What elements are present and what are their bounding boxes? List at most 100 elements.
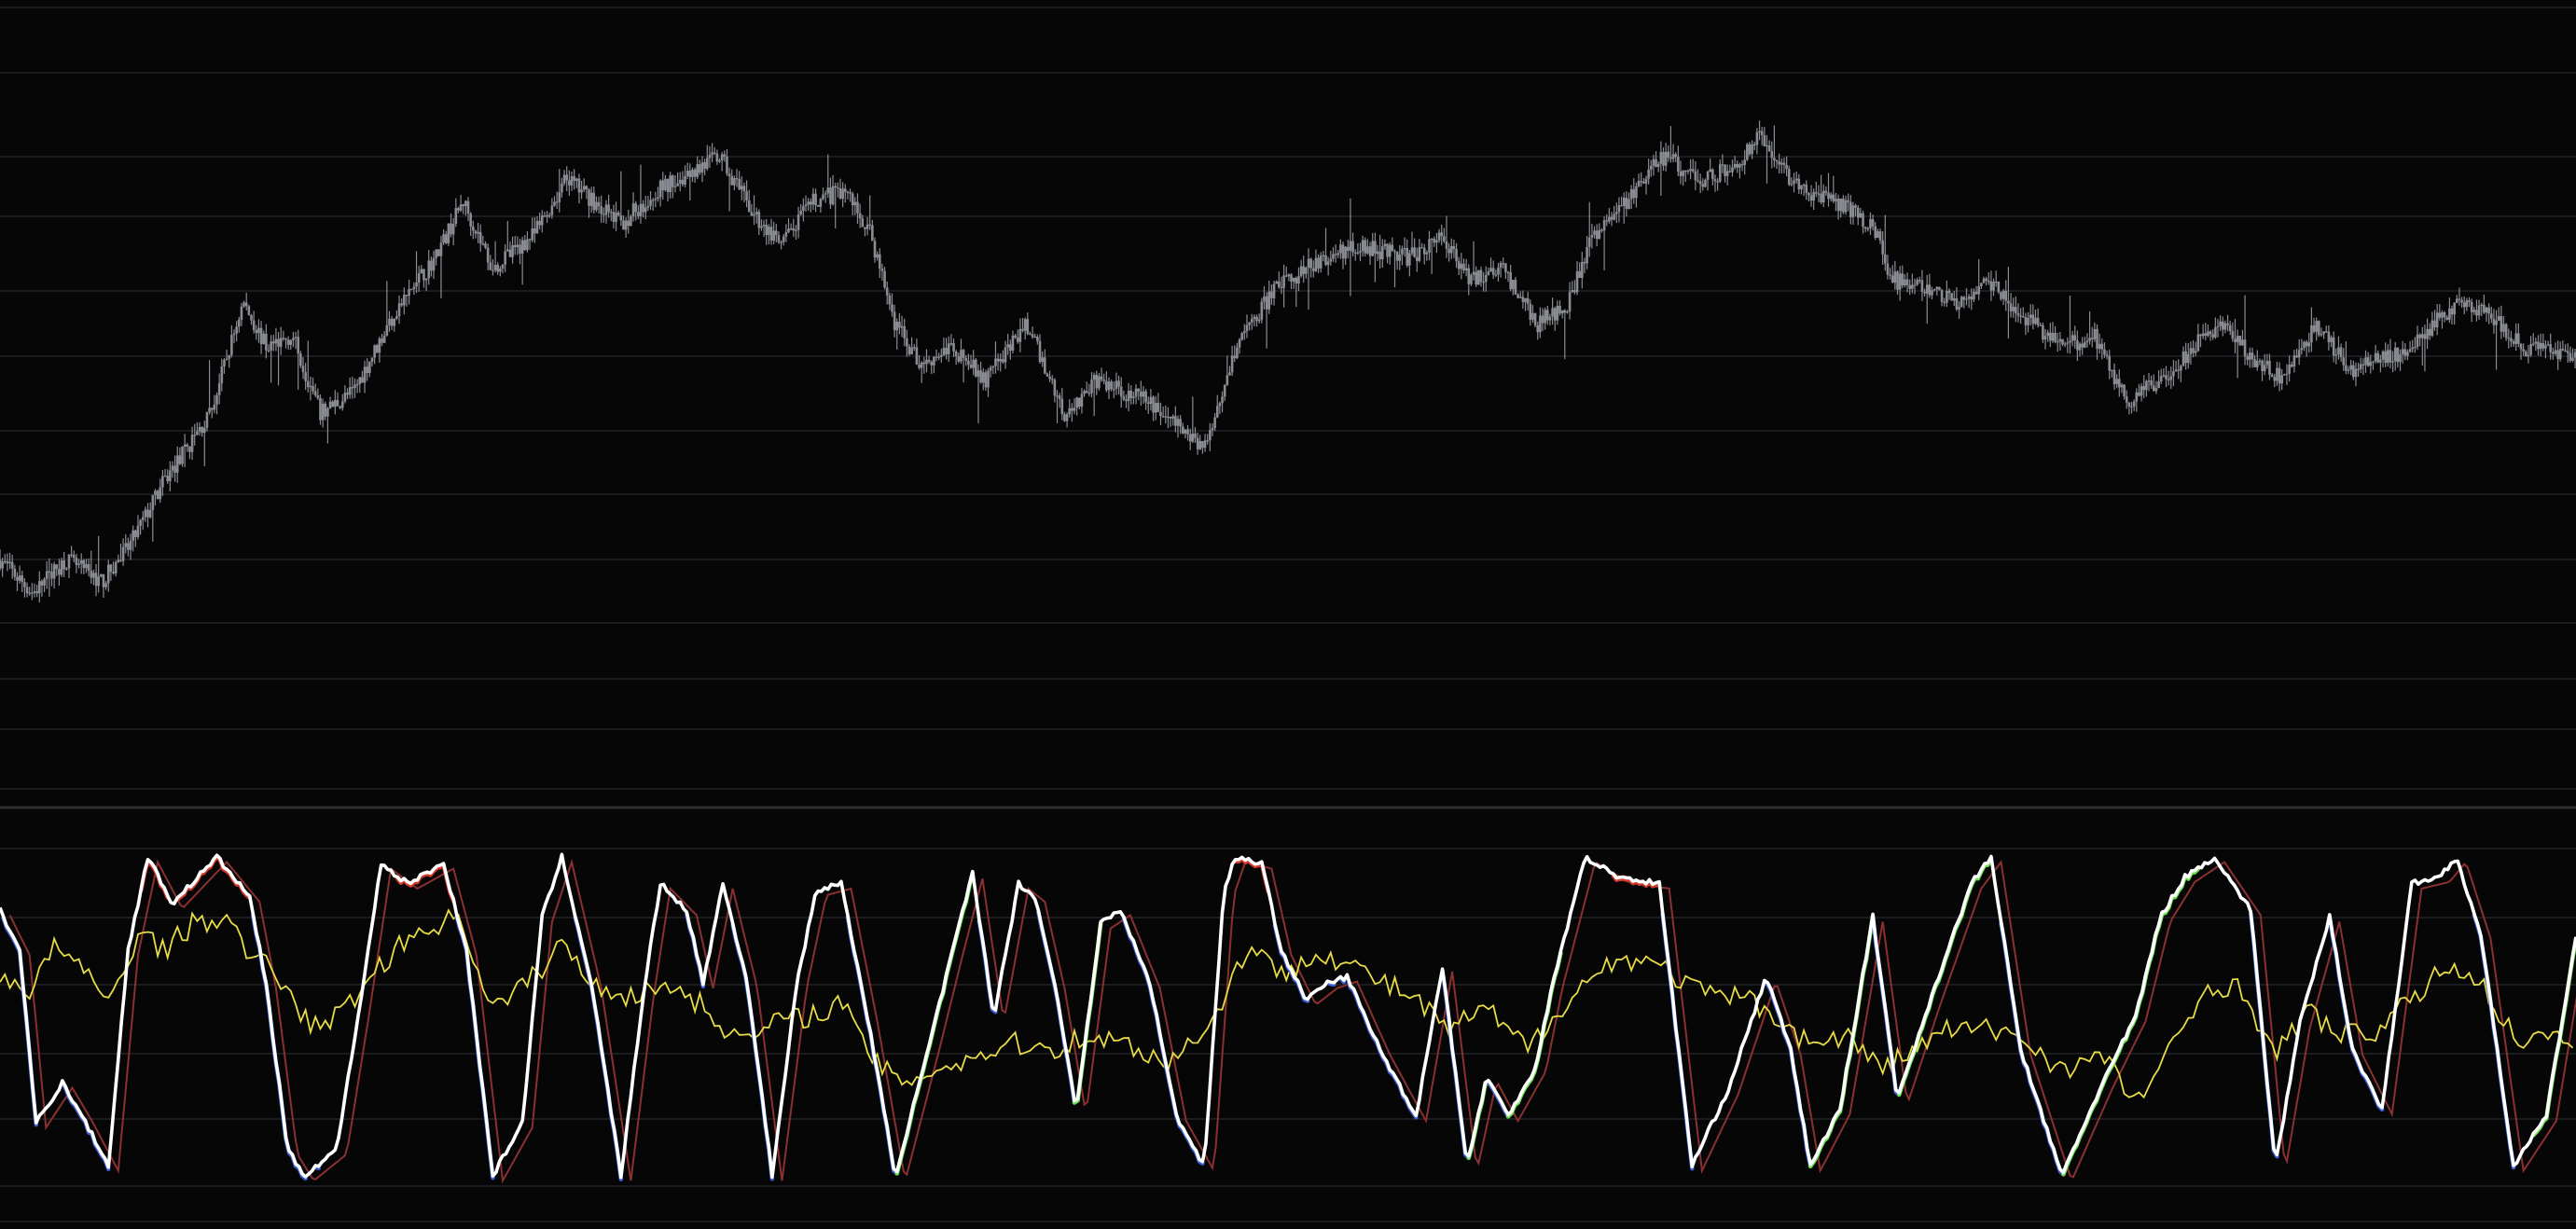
candle [1201, 440, 1204, 454]
candle [331, 400, 334, 407]
candle [1339, 239, 1342, 259]
candle [880, 263, 884, 281]
candle [747, 189, 751, 213]
candle [1226, 355, 1229, 386]
candle [420, 265, 423, 274]
candle [2130, 402, 2133, 414]
candle [1479, 266, 1483, 287]
candle [462, 203, 465, 214]
candle [1018, 318, 1022, 352]
candle [664, 174, 667, 192]
candle [1883, 214, 1887, 271]
candle [1221, 391, 1224, 413]
candle [48, 558, 51, 597]
candle [493, 241, 497, 273]
candle [247, 304, 251, 316]
candle [1023, 317, 1027, 340]
candle [672, 173, 674, 199]
candle [1544, 307, 1546, 330]
candle [304, 363, 307, 391]
candle [760, 219, 763, 231]
candle [1992, 278, 1995, 297]
candle [1186, 424, 1189, 441]
candle [442, 228, 445, 245]
candle [1332, 247, 1335, 262]
candle [2376, 350, 2380, 364]
candle [550, 198, 554, 219]
candle [1351, 232, 1354, 257]
candle [1938, 286, 1941, 291]
candle [1763, 127, 1766, 147]
candle [1965, 288, 1968, 306]
candle [1297, 267, 1300, 292]
candle [2297, 338, 2301, 366]
candle [1655, 151, 1657, 168]
candle [299, 351, 302, 368]
candle [79, 553, 83, 574]
candle [203, 421, 206, 466]
candle [466, 197, 470, 221]
candle [1832, 175, 1835, 203]
candle [2165, 366, 2167, 388]
candle [403, 287, 406, 315]
candle [104, 580, 107, 590]
candle [2487, 303, 2490, 325]
candle [1704, 178, 1707, 188]
candle [1146, 396, 1150, 414]
candle [573, 169, 575, 190]
candle [1236, 342, 1239, 360]
candle [1255, 314, 1258, 327]
candle [531, 217, 534, 242]
candle [967, 353, 970, 370]
candle [1144, 389, 1147, 410]
candle [439, 235, 443, 298]
candle [1652, 154, 1655, 176]
candle [188, 446, 191, 460]
candle [2263, 353, 2266, 376]
candle [868, 195, 872, 230]
candle [1842, 195, 1845, 214]
candle [2253, 354, 2256, 368]
candle [2241, 329, 2244, 347]
candle [1044, 349, 1046, 375]
candle [1253, 314, 1256, 327]
candle [1738, 162, 1741, 179]
candle [1499, 260, 1503, 278]
candle [1260, 297, 1264, 324]
candle [1, 558, 4, 577]
candle [2290, 361, 2293, 368]
candle [2000, 291, 2002, 301]
candle [2132, 399, 2136, 411]
candle [642, 200, 644, 218]
candle [1827, 173, 1830, 207]
candle [1694, 161, 1697, 191]
candle [1871, 214, 1875, 231]
momentum-line [0, 908, 2574, 1099]
candle [2421, 326, 2424, 366]
candle [1629, 185, 1633, 210]
candle [1477, 269, 1480, 285]
candle [755, 207, 758, 224]
candle [417, 266, 421, 293]
candle [2428, 323, 2431, 340]
candle [526, 231, 529, 253]
candle [346, 388, 349, 400]
candle [489, 255, 492, 270]
candle [2186, 342, 2190, 369]
candle [1179, 415, 1182, 435]
candle [1156, 393, 1160, 413]
candle [1529, 299, 1532, 326]
candle [769, 218, 773, 245]
candle [1245, 314, 1249, 338]
candle [348, 377, 352, 399]
candle [1324, 228, 1327, 267]
candle [843, 184, 847, 203]
candle [807, 198, 810, 211]
candle [2145, 380, 2148, 397]
candle [568, 170, 571, 197]
candle [378, 336, 381, 363]
candle [477, 223, 479, 243]
candle [1935, 285, 1939, 296]
candle [1558, 300, 1561, 316]
